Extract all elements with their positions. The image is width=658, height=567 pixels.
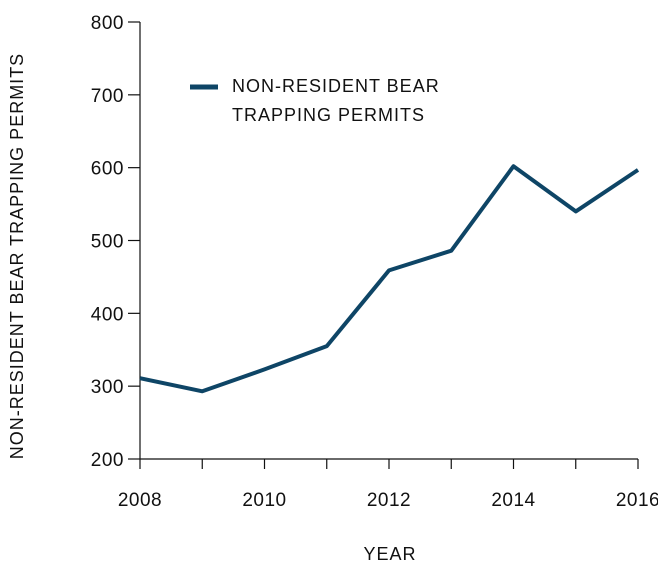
x-tick-label: 2012 (367, 490, 411, 511)
y-axis: 200 300 400 500 600 700 800 (91, 13, 141, 471)
series-layer (139, 164, 640, 394)
y-tick-label: 700 (91, 86, 124, 107)
y-tick-label: 400 (91, 304, 124, 325)
x-tick-label: 2016 (616, 490, 658, 511)
x-tick-label: 2008 (118, 490, 162, 511)
y-tick-label: 200 (91, 450, 124, 471)
y-tick-label: 500 (91, 232, 124, 253)
y-tick-label: 800 (91, 13, 124, 34)
legend-label-line-1: NON-RESIDENT BEAR (232, 76, 440, 96)
x-tick-label: 2010 (242, 490, 286, 511)
y-tick-label: 600 (91, 159, 124, 180)
legend: NON-RESIDENT BEAR TRAPPING PERMITS (190, 76, 440, 125)
x-tick-label: 2014 (491, 490, 535, 511)
y-axis-title: NON-RESIDENT BEAR TRAPPING PERMITS (7, 53, 27, 459)
y-tick-label: 300 (91, 377, 124, 398)
x-axis-title: YEAR (363, 544, 416, 564)
x-axis: 2008 2010 2012 2014 2016 (118, 458, 658, 511)
legend-label-line-2: TRAPPING PERMITS (232, 105, 425, 125)
series-line (139, 164, 640, 394)
